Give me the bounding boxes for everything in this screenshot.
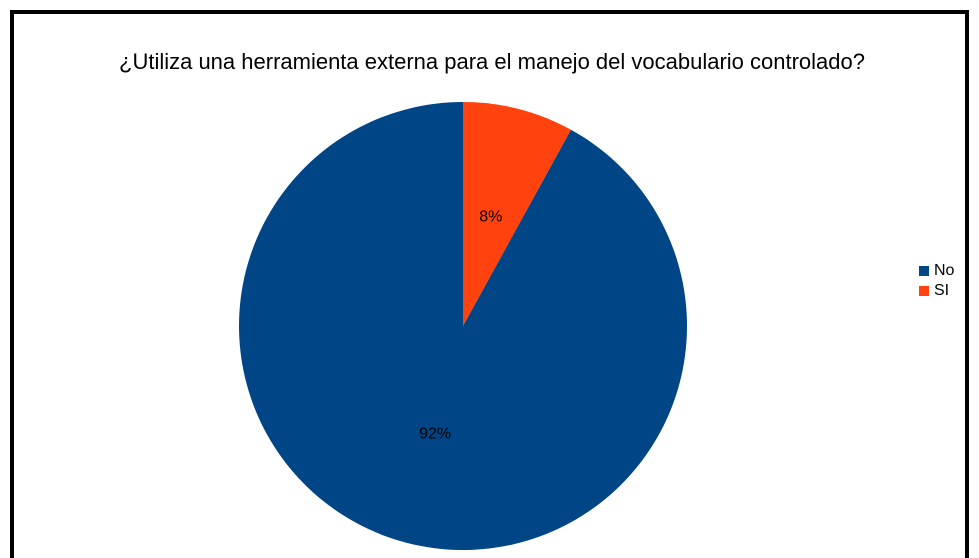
pie-slice — [463, 102, 571, 326]
legend-label: SI — [934, 282, 949, 299]
legend-swatch — [919, 286, 929, 296]
data-label: 8% — [479, 209, 502, 226]
chart-border — [10, 10, 969, 558]
data-label: 92% — [419, 426, 451, 443]
legend-swatch — [919, 266, 929, 276]
legend-label: No — [934, 262, 955, 279]
pie-slice — [239, 102, 688, 550]
chart-title: ¿Utiliza una herramienta externa para el… — [119, 49, 865, 74]
